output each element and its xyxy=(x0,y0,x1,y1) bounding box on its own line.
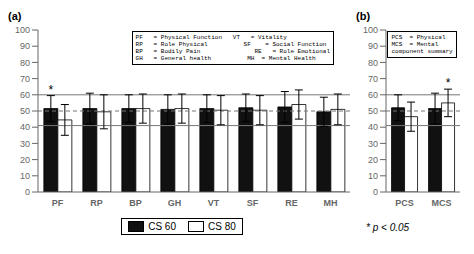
svg-text:MCS: MCS xyxy=(432,198,452,208)
svg-text:80: 80 xyxy=(368,58,378,68)
svg-text:30: 30 xyxy=(20,139,30,149)
html-text:MCS = Mental: MCS = Mental xyxy=(391,41,439,48)
svg-text:GH: GH xyxy=(168,198,182,208)
svg-text:40: 40 xyxy=(368,122,378,132)
svg-text:10: 10 xyxy=(368,171,378,181)
svg-text:VT: VT xyxy=(208,198,220,208)
html-text:* p < 0.05: * p < 0.05 xyxy=(366,222,410,233)
svg-text:70: 70 xyxy=(20,74,30,84)
html-text:CS 80: CS 80 xyxy=(208,221,236,232)
svg-text:70: 70 xyxy=(368,74,378,84)
svg-text:RP: RP xyxy=(90,198,103,208)
svg-text:90: 90 xyxy=(368,41,378,51)
html-text:PF = Physical Function VT = Vi: PF = Physical Function VT = Vitality xyxy=(135,34,287,41)
svg-text:*: * xyxy=(49,83,54,97)
svg-text:100: 100 xyxy=(363,25,378,35)
svg-text:SF: SF xyxy=(247,198,259,208)
svg-text:40: 40 xyxy=(20,122,30,132)
svg-text:RE: RE xyxy=(285,198,298,208)
html-text:GH = General health MH = Menta: GH = General health MH = Mental Health xyxy=(135,55,316,62)
svg-text:80: 80 xyxy=(20,58,30,68)
svg-text:50: 50 xyxy=(368,106,378,116)
svg-text:50: 50 xyxy=(20,106,30,116)
svg-text:60: 60 xyxy=(368,90,378,100)
svg-text:PCS: PCS xyxy=(395,198,414,208)
svg-text:PF: PF xyxy=(52,198,64,208)
svg-text:90: 90 xyxy=(20,41,30,51)
html-text:PCS = Physical: PCS = Physical xyxy=(391,34,446,41)
html-text:BP = Bodily Pain RE = Role Emo: BP = Bodily Pain RE = Role Emotional xyxy=(135,48,330,55)
svg-text:20: 20 xyxy=(368,155,378,165)
html-text:(b): (b) xyxy=(356,10,370,22)
svg-text:20: 20 xyxy=(20,155,30,165)
html-text:RP = Role Physical SF = Social: RP = Role Physical SF = Social Function xyxy=(135,41,327,48)
svg-text:60: 60 xyxy=(20,90,30,100)
html-text:component summary: component summary xyxy=(391,48,453,55)
svg-text:30: 30 xyxy=(368,139,378,149)
svg-text:BP: BP xyxy=(129,198,142,208)
svg-text:MH: MH xyxy=(324,198,338,208)
svg-text:*: * xyxy=(446,76,451,90)
svg-text:0: 0 xyxy=(25,187,30,197)
html-text:CS 60: CS 60 xyxy=(148,221,176,232)
svg-text:0: 0 xyxy=(373,187,378,197)
svg-text:100: 100 xyxy=(15,25,30,35)
html-text:(a): (a) xyxy=(8,10,22,22)
svg-text:10: 10 xyxy=(20,171,30,181)
